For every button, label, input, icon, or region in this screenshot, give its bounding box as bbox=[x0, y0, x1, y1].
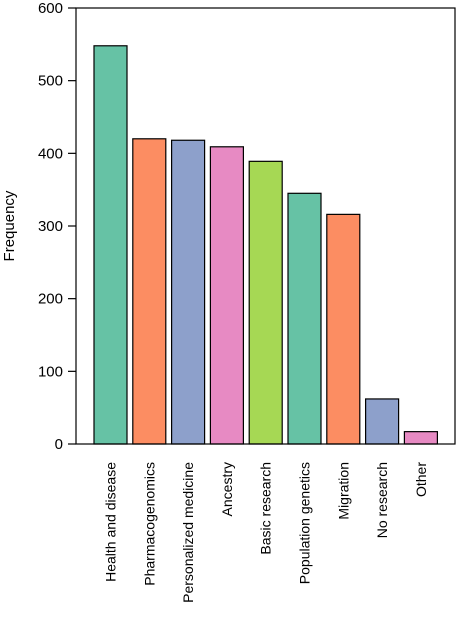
y-tick-label: 300 bbox=[38, 218, 63, 235]
bar bbox=[209, 146, 244, 445]
x-tick-label: No research bbox=[374, 462, 390, 538]
x-tick-label: Basic research bbox=[258, 462, 274, 555]
x-tick-label: Pharmacogenomics bbox=[141, 462, 157, 586]
y-axis-title: Frequency bbox=[1, 190, 18, 261]
x-tick-label: Personalized medicine bbox=[180, 462, 196, 603]
y-tick-label: 100 bbox=[38, 363, 63, 380]
bar bbox=[287, 192, 322, 445]
y-tick-label: 500 bbox=[38, 73, 63, 90]
y-tick-label: 0 bbox=[55, 436, 63, 453]
x-tick-label: Ancestry bbox=[219, 462, 235, 516]
bar bbox=[248, 160, 283, 445]
plot-frame bbox=[75, 7, 456, 445]
x-tick-label: Migration bbox=[335, 462, 351, 520]
bar bbox=[93, 45, 128, 445]
y-tick-label: 400 bbox=[38, 145, 63, 162]
bar bbox=[403, 431, 438, 445]
bar bbox=[365, 398, 400, 445]
y-axis: 0 100 200 300 400 500 600 bbox=[38, 0, 76, 453]
bar bbox=[171, 139, 206, 445]
x-tick-label: Other bbox=[413, 462, 429, 497]
bar bbox=[132, 138, 167, 445]
x-tick-label: Population genetics bbox=[297, 462, 313, 584]
y-tick-label: 600 bbox=[38, 0, 63, 17]
category-labels: Health and disease Pharmacogenomics Person… bbox=[103, 462, 429, 603]
bars bbox=[93, 45, 438, 445]
bar bbox=[326, 213, 361, 445]
x-tick-label: Health and disease bbox=[103, 462, 119, 582]
y-tick-label: 200 bbox=[38, 291, 63, 308]
